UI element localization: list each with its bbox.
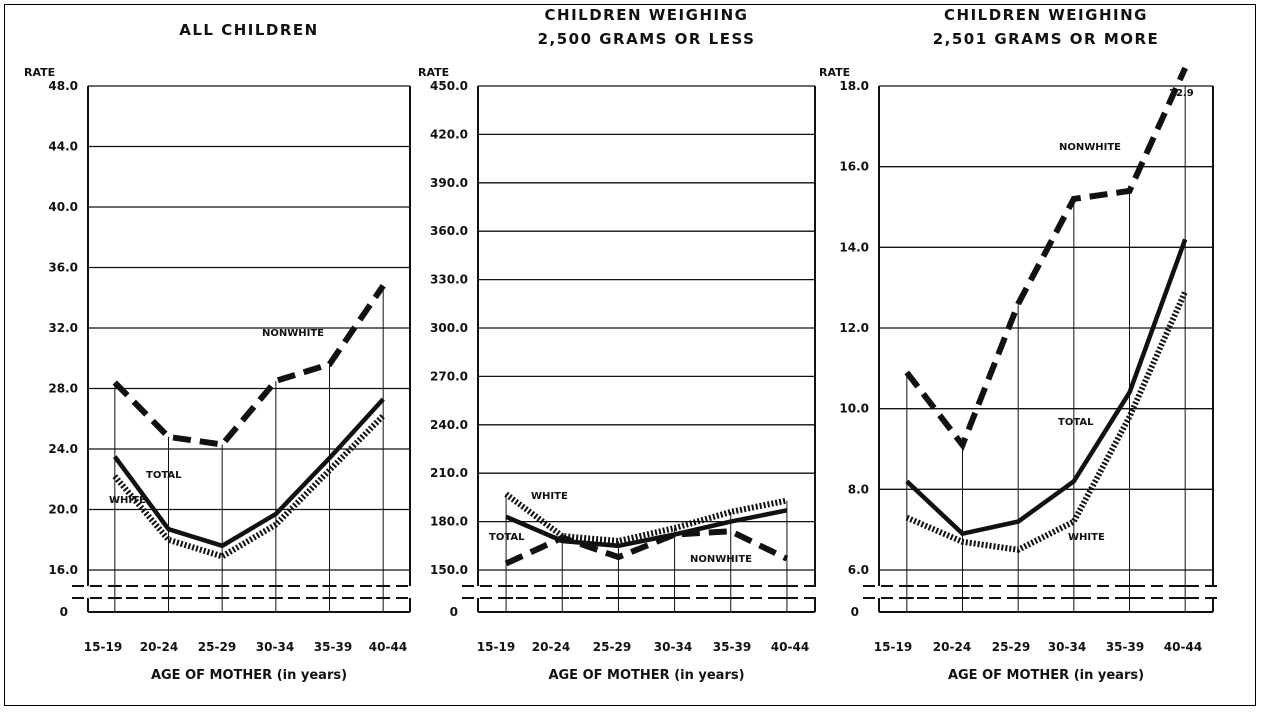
x-tick-label: 35-39 bbox=[314, 640, 352, 654]
y-tick-label: 48.0 bbox=[48, 79, 78, 93]
x-tick-label: 40-44 bbox=[369, 640, 407, 654]
series-line-total bbox=[505, 508, 788, 549]
chart-title: CHILDREN WEIGHING bbox=[545, 6, 749, 24]
y-tick-label: 150.0 bbox=[430, 563, 468, 577]
y-tick-label: 32.0 bbox=[48, 321, 78, 335]
series-line-nonwhite bbox=[504, 528, 789, 567]
y-tick-label: 10.0 bbox=[839, 402, 869, 416]
y-tick-label: 240.0 bbox=[430, 418, 468, 432]
y-axis-label: RATE bbox=[418, 66, 449, 79]
series-label-total: TOTAL bbox=[1058, 417, 1094, 428]
series-label-nonwhite: NONWHITE bbox=[262, 328, 324, 339]
y-axis-label: RATE bbox=[24, 66, 55, 79]
y-tick-label: 450.0 bbox=[430, 79, 468, 93]
y-tick-label: 0 bbox=[450, 605, 458, 619]
x-tick-label: 40-44 bbox=[1164, 640, 1202, 654]
y-tick-label: 270.0 bbox=[430, 369, 468, 383]
series-label-total: TOTAL bbox=[146, 470, 182, 481]
y-tick-label: 6.0 bbox=[848, 563, 869, 577]
y-tick-label: 20.0 bbox=[48, 503, 78, 517]
y-axis-label: RATE bbox=[819, 66, 850, 79]
chart-title: 2,501 GRAMS OR MORE bbox=[933, 30, 1160, 48]
y-tick-label: 390.0 bbox=[430, 176, 468, 190]
y-tick-label: 8.0 bbox=[848, 482, 869, 496]
x-tick-label: 40-44 bbox=[771, 640, 809, 654]
chart-title: CHILDREN WEIGHING bbox=[944, 6, 1148, 24]
y-tick-label: 420.0 bbox=[430, 127, 468, 141]
series-line-white bbox=[504, 491, 788, 545]
x-tick-label: 35-39 bbox=[1106, 640, 1144, 654]
x-tick-label: 15-19 bbox=[84, 640, 122, 654]
x-axis-label: AGE OF MOTHER (in years) bbox=[548, 668, 744, 683]
chart-panel-2: CHILDREN WEIGHING 2,500 GRAMS OR LESS RATE… bbox=[418, 6, 819, 683]
x-axis-label: AGE OF MOTHER (in years) bbox=[151, 668, 347, 683]
series-line-white bbox=[905, 290, 1188, 553]
series-line-total bbox=[112, 397, 385, 549]
series-label-total: TOTAL bbox=[489, 532, 525, 543]
chart-title: 2,500 GRAMS OR LESS bbox=[538, 30, 756, 48]
y-tick-label: 24.0 bbox=[48, 442, 78, 456]
series-line-white bbox=[112, 413, 386, 560]
data-label: 22.9 bbox=[1169, 88, 1194, 99]
series-label-white: WHITE bbox=[109, 495, 146, 506]
x-tick-label: 20-24 bbox=[933, 640, 971, 654]
y-tick-label: 14.0 bbox=[839, 240, 869, 254]
y-tick-label: 300.0 bbox=[430, 321, 468, 335]
y-tick-label: 16.0 bbox=[839, 160, 869, 174]
y-tick-label: 18.0 bbox=[839, 79, 869, 93]
y-tick-label: 12.0 bbox=[839, 321, 869, 335]
chart-title: ALL CHILDREN bbox=[179, 21, 318, 39]
y-tick-label: 210.0 bbox=[430, 466, 468, 480]
y-tick-label: 44.0 bbox=[48, 140, 78, 154]
y-tick-label: 36.0 bbox=[48, 261, 78, 275]
figure-frame bbox=[4, 4, 1256, 706]
x-axis-label: AGE OF MOTHER (in years) bbox=[948, 668, 1144, 683]
x-tick-label: 20-24 bbox=[532, 640, 570, 654]
x-tick-label: 15-19 bbox=[477, 640, 515, 654]
y-tick-label: 28.0 bbox=[48, 382, 78, 396]
series-label-white: WHITE bbox=[531, 491, 568, 502]
y-tick-label: 0 bbox=[60, 605, 68, 619]
series-line-nonwhite bbox=[904, 66, 1188, 452]
y-tick-label: 330.0 bbox=[430, 273, 468, 287]
x-tick-label: 25-29 bbox=[593, 640, 631, 654]
series-label-nonwhite: NONWHITE bbox=[1059, 142, 1121, 153]
x-tick-label: 15-19 bbox=[874, 640, 912, 654]
y-tick-label: 180.0 bbox=[430, 515, 468, 529]
x-tick-label: 20-24 bbox=[140, 640, 178, 654]
y-tick-label: 16.0 bbox=[48, 563, 78, 577]
series-label-nonwhite: NONWHITE bbox=[690, 554, 752, 565]
x-tick-label: 25-29 bbox=[198, 640, 236, 654]
series-line-total bbox=[905, 238, 1188, 537]
series-label-white: WHITE bbox=[1068, 532, 1105, 543]
chart-panel-3: CHILDREN WEIGHING 2,501 GRAMS OR MORE RATE… bbox=[819, 6, 1217, 683]
y-tick-label: 0 bbox=[851, 605, 859, 619]
x-tick-label: 25-29 bbox=[992, 640, 1030, 654]
series-line-nonwhite bbox=[112, 284, 386, 448]
y-tick-label: 40.0 bbox=[48, 200, 78, 214]
x-tick-label: 30-34 bbox=[1048, 640, 1086, 654]
x-tick-label: 35-39 bbox=[713, 640, 751, 654]
x-tick-label: 30-34 bbox=[256, 640, 294, 654]
x-tick-label: 30-34 bbox=[654, 640, 692, 654]
y-tick-label: 360.0 bbox=[430, 224, 468, 238]
